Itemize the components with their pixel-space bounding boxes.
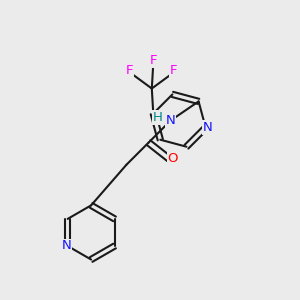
Text: F: F [149, 54, 157, 67]
Text: N: N [61, 239, 71, 253]
Text: H: H [152, 111, 162, 124]
Text: N: N [203, 121, 213, 134]
Text: F: F [170, 64, 178, 77]
Text: F: F [126, 64, 134, 77]
Text: N: N [166, 114, 175, 127]
Text: O: O [167, 152, 178, 165]
